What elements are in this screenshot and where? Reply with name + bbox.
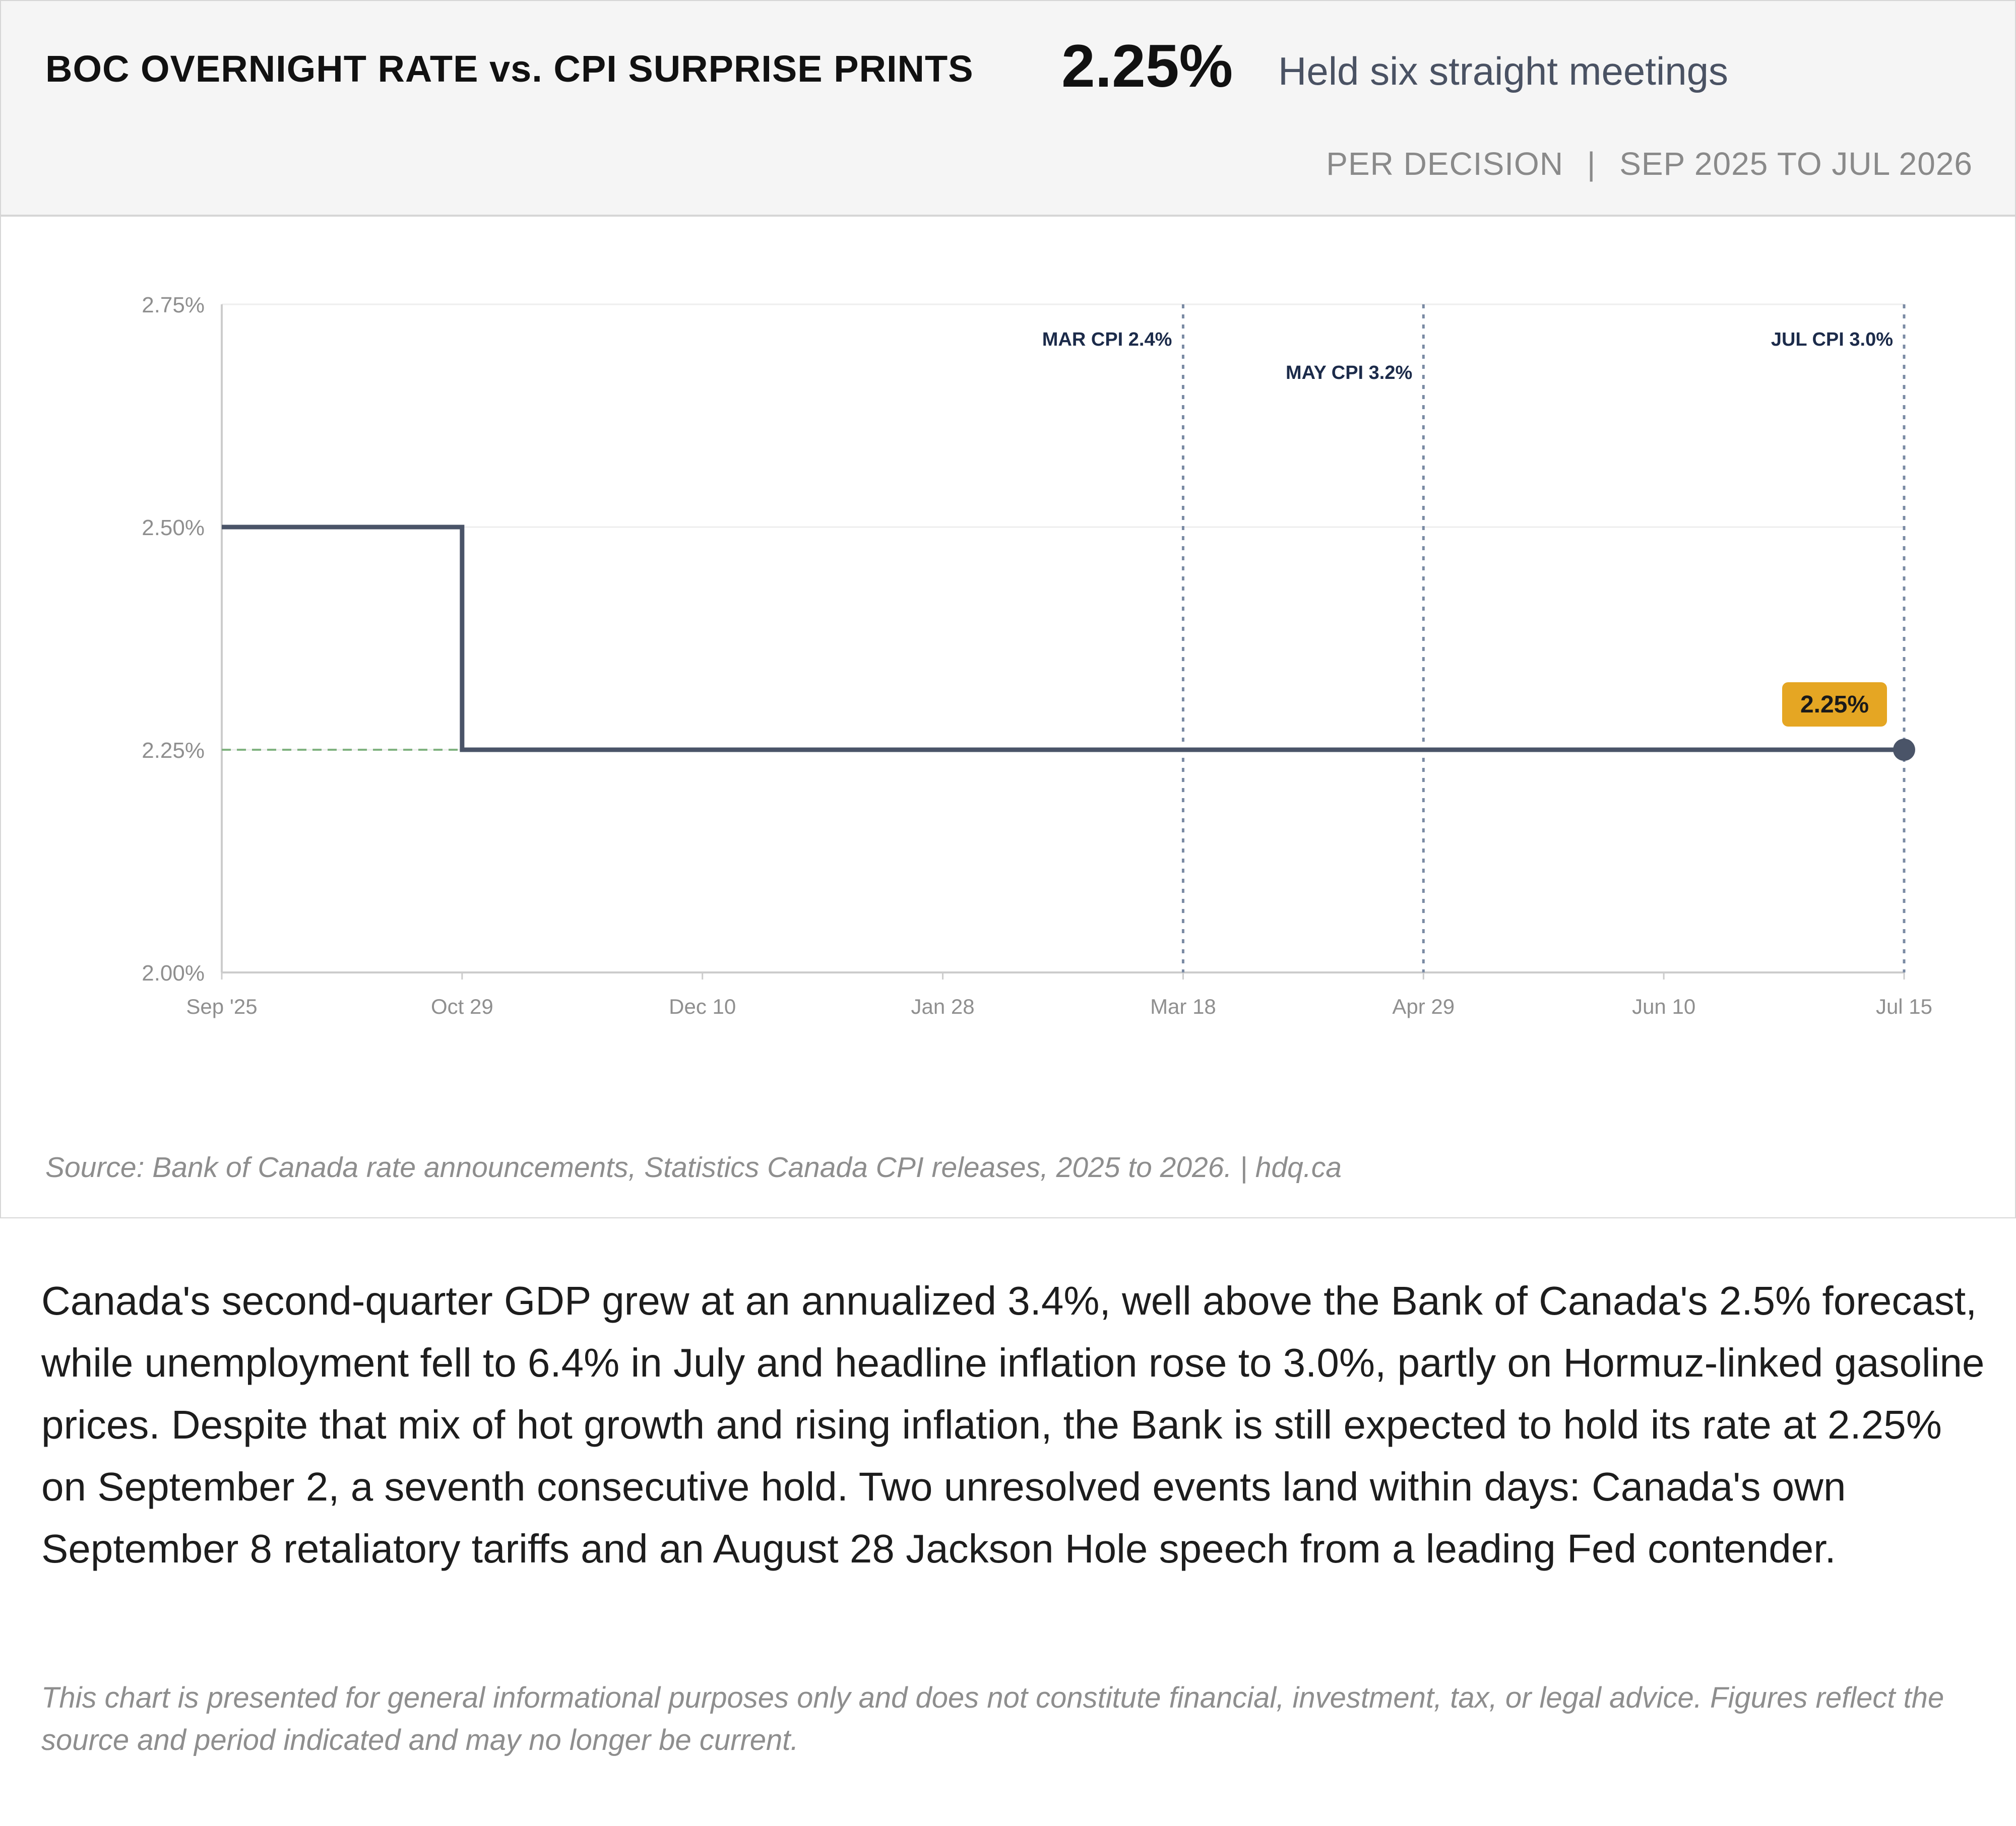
chart-title: BOC OVERNIGHT RATE vs. CPI SURPRISE PRIN… [45, 48, 974, 90]
cpi-annotation-label: JUL CPI 3.0% [1771, 329, 1893, 350]
current-rate: 2.25% [1061, 32, 1233, 100]
x-tick-label: Mar 18 [1150, 995, 1216, 1018]
end-value-label: 2.25% [1800, 691, 1869, 718]
x-tick-label: Jul 15 [1876, 995, 1932, 1018]
meta-separator: | [1587, 146, 1596, 182]
rate-step-line [222, 525, 1904, 752]
cpi-annotation-label: MAR CPI 2.4% [1042, 329, 1172, 350]
y-tick-label: 2.50% [142, 515, 205, 540]
x-tick-label: Jan 28 [911, 995, 975, 1018]
x-tick-label: Jun 10 [1632, 995, 1695, 1018]
period-label: SEP 2025 TO JUL 2026 [1619, 146, 1973, 182]
y-tick-label: 2.75% [142, 293, 205, 317]
rate-chart: 2.00% 2.25% 2.50% 2.75% Sep '25 Oct 29 Dec 10 J… [142, 293, 1932, 1018]
chart-card: BOC OVERNIGHT RATE vs. CPI SURPRISE PRIN… [0, 0, 2016, 1218]
chart-header: BOC OVERNIGHT RATE vs. CPI SURPRISE PRIN… [1, 1, 2015, 217]
end-point-marker [1893, 739, 1915, 761]
chart-subtitle: Held six straight meetings [1278, 49, 1729, 93]
source-note: Source: Bank of Canada rate announcement… [45, 1151, 1342, 1184]
disclaimer: This chart is presented for general info… [41, 1681, 1944, 1756]
chart-meta: PER DECISION | SEP 2025 TO JUL 2026 [1326, 145, 1973, 182]
end-value-badge [1782, 682, 1887, 727]
x-tick-label: Dec 10 [669, 995, 736, 1018]
y-tick-label: 2.25% [142, 738, 205, 763]
y-tick-label: 2.00% [142, 961, 205, 986]
x-tick-label: Apr 29 [1392, 995, 1455, 1018]
frequency-label: PER DECISION [1326, 146, 1564, 182]
x-tick-label: Sep '25 [186, 995, 257, 1018]
cpi-annotation-label: MAY CPI 3.2% [1286, 362, 1412, 383]
article-paragraph: Canada's second-quarter GDP grew at an a… [41, 1278, 1985, 1571]
x-tick-label: Oct 29 [431, 995, 493, 1018]
